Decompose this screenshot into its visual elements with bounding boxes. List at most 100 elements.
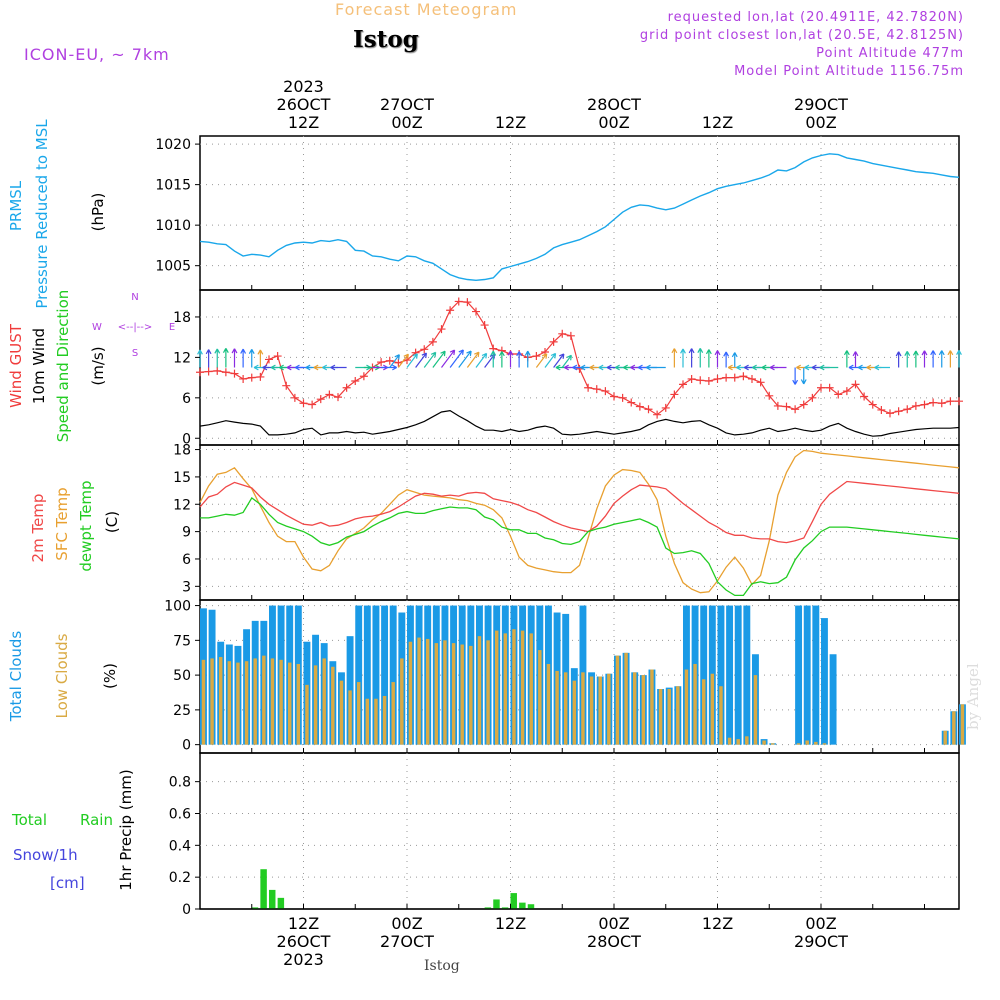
gust-marker [446,306,455,315]
gust-marker [601,387,610,396]
low-cloud-bar [391,682,395,745]
wind-direction-arrow [222,348,229,368]
temperature-ytick-label: 18 [173,443,191,459]
model-altitude: Model Point Altitude 1156.75m [734,64,964,79]
wind-direction-arrow [248,349,255,368]
gridpoint-coords: grid point closest lon,lat (20.5E, 42.81… [639,28,964,43]
wind-unit: (m/s) [89,346,107,385]
low-cloud-bar [434,643,439,745]
low-cloud-bar [607,673,611,745]
low-cloud-bar [503,633,508,745]
wind-direction-arrow [397,353,409,368]
gust-marker [808,393,817,402]
top-hour-label: 00Z [598,113,629,132]
gust-marker [653,410,662,419]
low-cloud-bar [624,652,628,745]
temperature-frame [199,444,960,601]
wind-direction-arrow [956,350,962,368]
wind-direction-arrow [921,350,928,368]
wind-direction-arrow [645,364,666,371]
compass-e: E [169,322,175,333]
gust-marker [610,392,618,401]
wind-direction-arrow [214,348,221,368]
low-cloud-bar [658,689,663,745]
low-cloud-bar [563,672,568,745]
wind-direction-arrow [680,348,686,368]
gust-marker [860,392,869,401]
low-cloud-bar [218,657,223,745]
gust-marker [532,352,541,361]
gust-marker [549,337,558,346]
rain-bar [277,897,285,909]
precip-ytick-label: 0 [182,902,191,918]
gust-line [199,300,959,416]
gust-marker [273,352,282,361]
gust-marker [886,409,894,418]
gust-marker [911,401,920,410]
bottom-date-label: 26OCT [277,932,331,951]
low-cloud-bar [279,659,283,745]
low-cloud-bar [236,662,240,745]
rain-bar [484,907,492,909]
gust-marker [955,397,963,406]
gust-marker [256,372,265,381]
low-cloud-bar [581,672,585,745]
gust-marker [756,378,765,387]
wind-direction-arrow [257,349,264,368]
gust-marker [937,399,946,408]
gust-marker [221,368,230,377]
wind-direction-arrow [466,351,480,368]
wind-direction-arrow [800,367,807,385]
bottom-hour-label: 12Z [495,914,526,933]
rain-bar [251,907,259,909]
gust-marker [359,372,368,381]
model-label: ICON-EU, ~ 7km [24,45,170,64]
precip-rain-label: Rain [80,811,113,829]
gust-marker [299,399,308,408]
clouds-ytick-label: 25 [173,703,191,719]
wind-direction-arrow [688,348,695,368]
wind-direction-arrow [475,352,488,368]
wind-direction-arrow [671,348,678,368]
wind-direction-arrow [231,348,238,368]
total-cloud-bar [829,654,837,745]
wind-direction-arrow [381,364,398,371]
gust-marker [265,355,273,364]
low-cloud-bar [356,682,361,745]
wind-ytick-label: 18 [173,310,191,326]
wind-direction-arrow [769,364,787,371]
wind-direction-arrow [904,351,911,368]
bottom-date-label: 28OCT [587,932,641,951]
low-cloud-bar [589,676,594,745]
low-cloud-bar [374,698,378,745]
precip-ytick-label: 0.8 [169,775,191,791]
low-cloud-bar [400,658,404,745]
low-cloud-bar [796,743,801,745]
point-altitude: Point Altitude 477m [816,46,964,61]
wind-direction-arrow [912,350,919,368]
total-cloud-bar [821,618,828,745]
wind-direction-arrow [561,354,572,368]
wind-direction-arrow [516,351,523,368]
gust-marker [679,380,687,389]
wind-direction-arrow [205,349,212,368]
low-cloud-bar [201,659,206,745]
wind-direction-arrow [930,350,937,368]
compass-s: S [132,348,138,359]
low-cloud-bar [814,741,818,745]
temperature-ytick-label: 3 [182,579,191,595]
wind-direction-arrow [498,351,505,368]
wind-direction-arrow [544,352,557,368]
gust-marker [627,398,636,407]
location-title: Istog [353,26,419,53]
wind-ytick-label: 12 [173,350,191,366]
bottom-date-label: 27OCT [380,932,434,951]
top-hour-label: 12Z [495,113,526,132]
temp-unit: (C) [103,511,121,533]
top-hour-label: 12Z [288,113,319,132]
top-hour-label: 12Z [702,113,733,132]
bottom-year-label: 2023 [283,950,324,969]
gust-marker [584,383,593,392]
total-cloud-bar [700,605,708,745]
